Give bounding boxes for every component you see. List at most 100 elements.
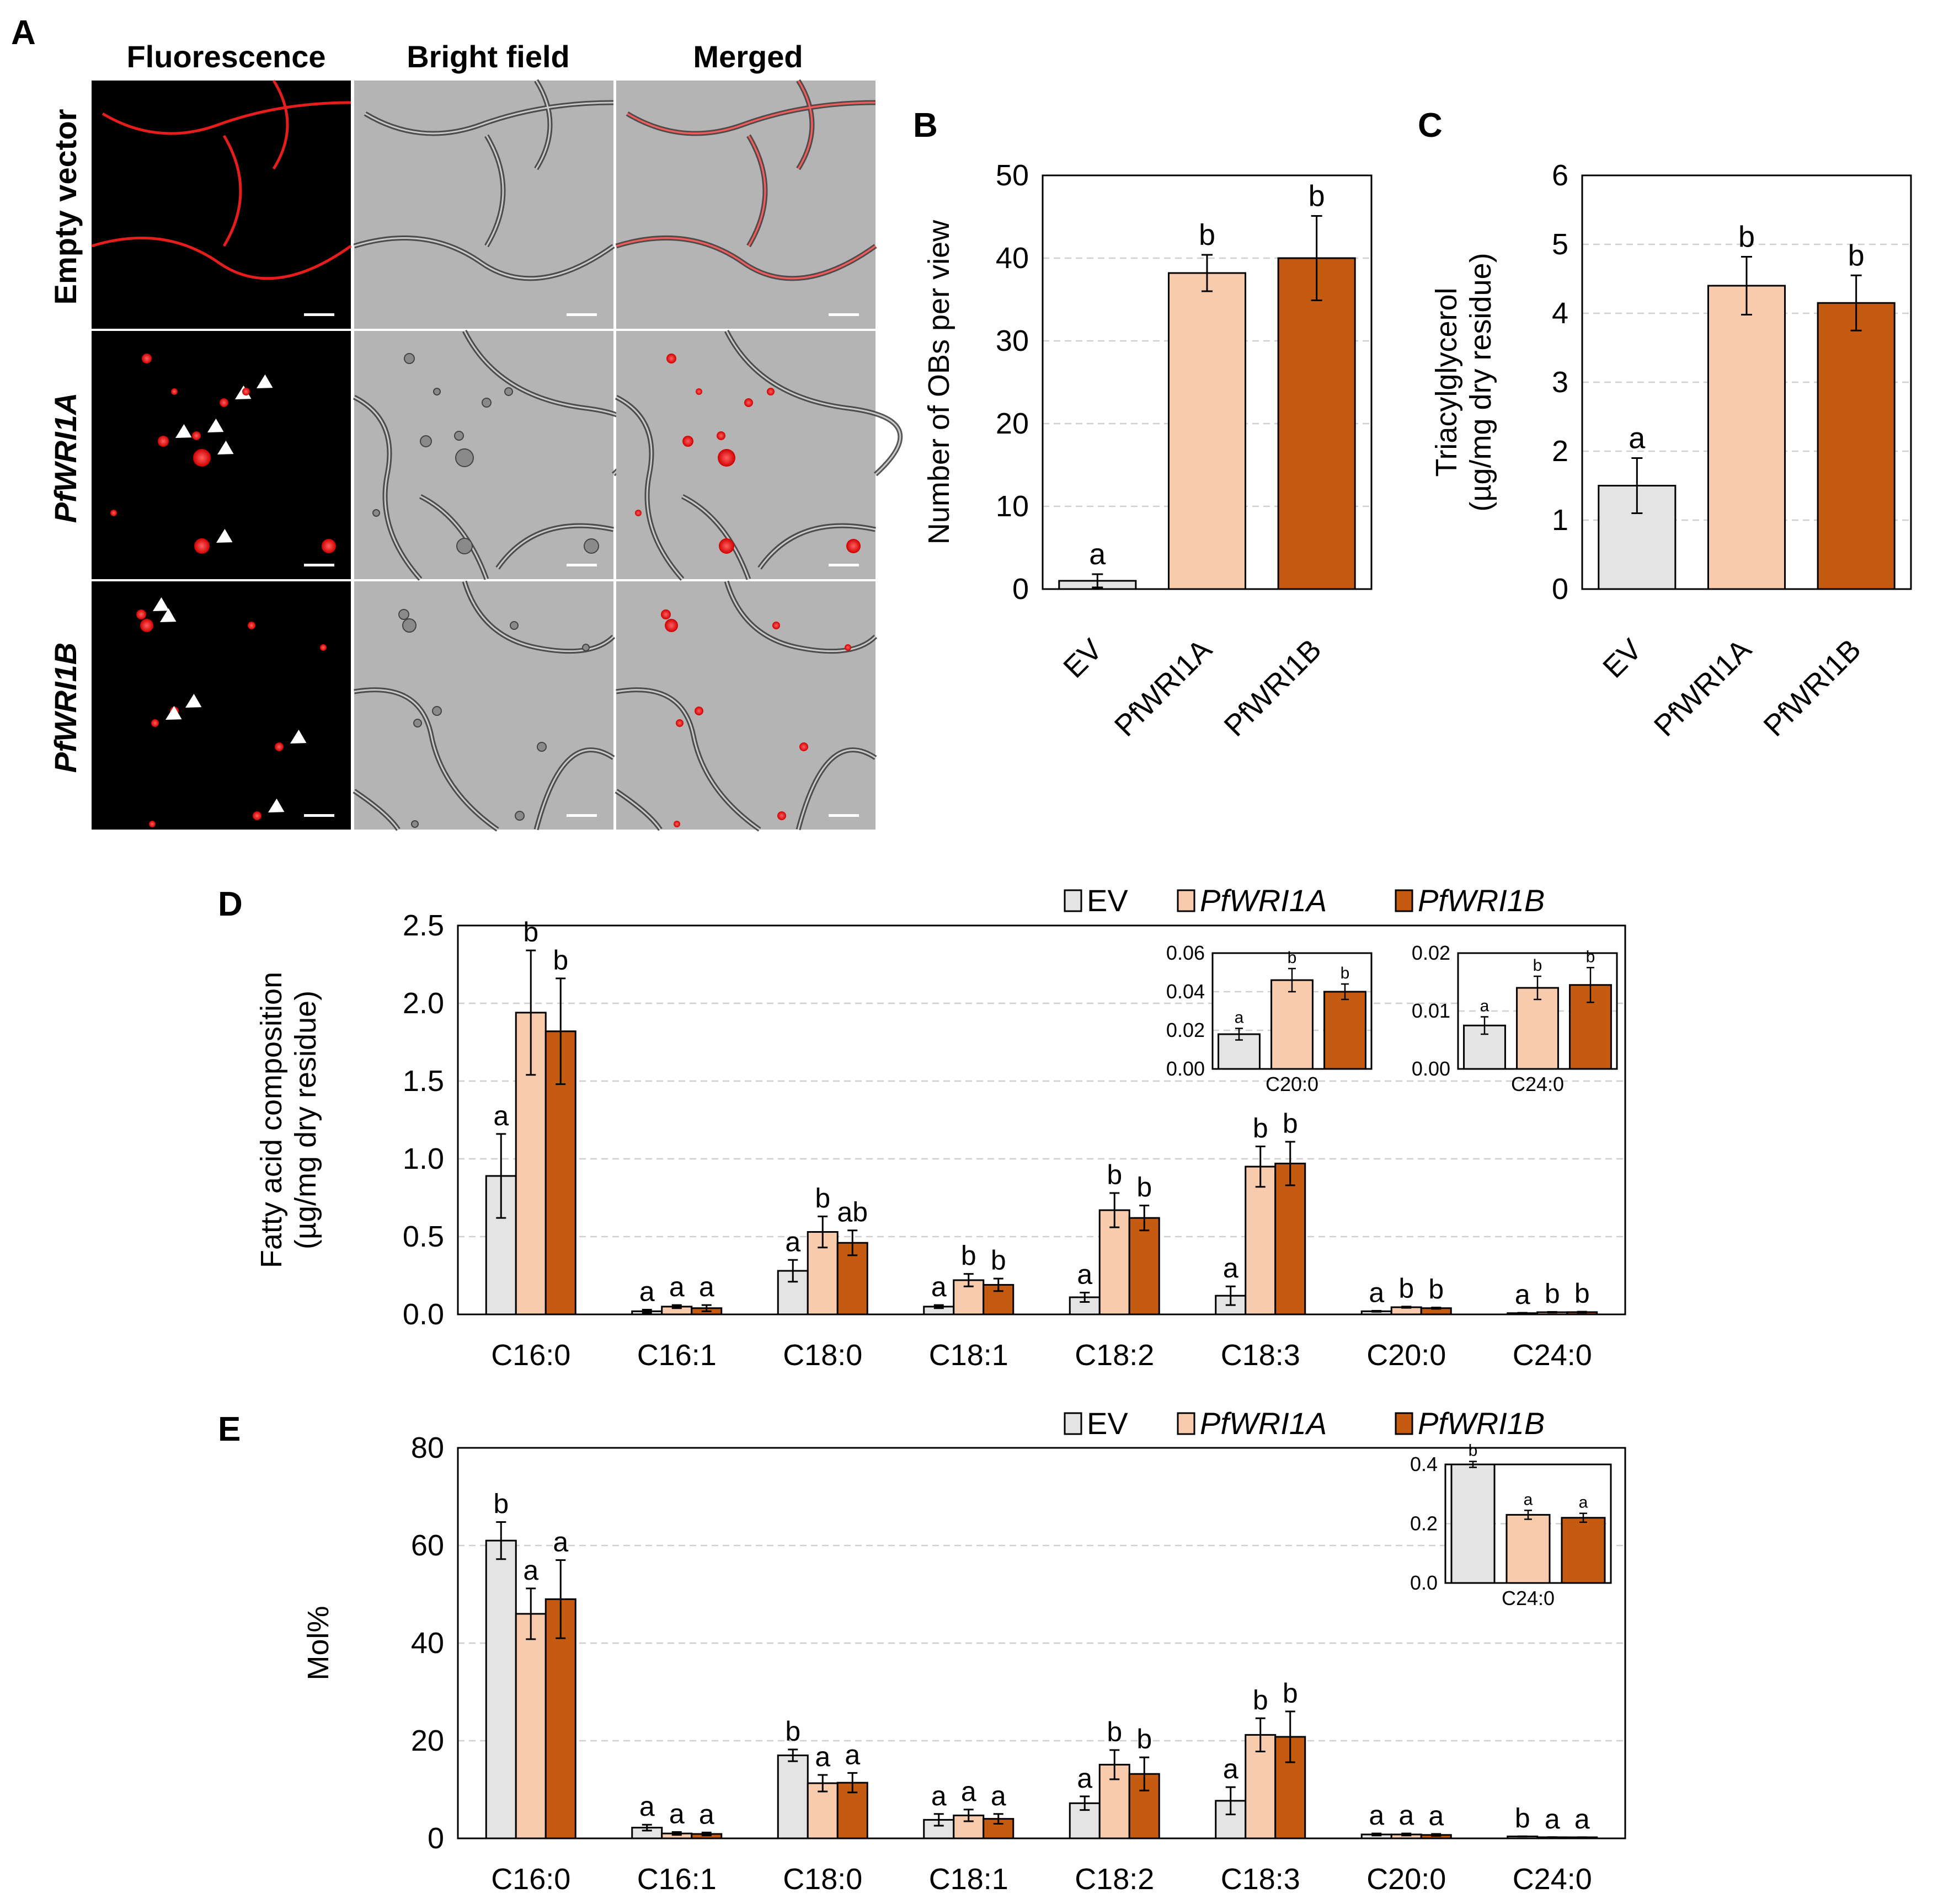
bar-pfwri1a [1245,1165,1277,1315]
arrowhead-icon [257,374,273,388]
legend-swatch [1064,889,1082,912]
y-axis-label: Triacylglycerol [1430,287,1463,477]
inset-significance-letter: b [1533,956,1542,975]
oil-body-signal [695,707,703,715]
panel-label-e: E [218,1410,241,1448]
significance-letter: a [931,1780,947,1811]
significance-letter: a [553,1527,568,1558]
inset-y-tick-label: 0.02 [1166,1019,1205,1041]
x-tick-label: C18:0 [783,1863,862,1896]
legend-label: PfWRI1B [1418,883,1545,918]
micrograph-background [616,331,875,579]
significance-letter: a [1545,1804,1560,1835]
significance-letter: b [1107,1716,1122,1747]
significance-letter: a [669,1271,685,1302]
significance-letter: b [1283,1678,1298,1709]
significance-letter: a [1223,1753,1238,1784]
significance-letter: b [493,1489,509,1520]
significance-letter: a [1223,1253,1238,1283]
panel-label-d: D [218,885,243,923]
significance-letter: b [1253,1684,1268,1715]
arrowhead-icon [268,798,285,812]
x-tick-label: C16:0 [491,1339,570,1372]
x-tick-label: C18:1 [929,1863,1008,1896]
significance-letter: a [699,1799,714,1830]
x-tick-label: C16:1 [637,1863,717,1896]
y-tick-label: 40 [411,1627,444,1660]
significance-letter: b [1545,1278,1560,1309]
cell-wall-highlight [616,330,901,580]
bar-pfwri1b [1817,302,1896,590]
oil-body-signal [194,538,210,554]
bar-pfwri1b [1274,1162,1306,1315]
inset-significance-letter: a [1235,1009,1244,1027]
micrograph-column-fluorescence: Fluorescence [126,39,325,74]
micrograph-row-pfwri1a: PfWRI1A [48,393,83,523]
y-axis-label: Fatty acid composition [255,972,288,1268]
oil-body-signal [320,644,327,651]
significance-letter: b [553,945,568,976]
oil-body-signal [845,644,851,651]
bar-pfwri1b [1277,257,1356,590]
significance-letter: b [1199,218,1215,252]
oil-body-signal [253,811,261,820]
plot-frame [1581,174,1912,590]
significance-letter: b [523,917,538,948]
micrograph-background [354,331,613,579]
panel-label-c: C [1418,106,1443,145]
oil-body-signal [665,619,678,632]
y-tick-label: 6 [1552,159,1568,192]
oil-body-signal [676,719,684,727]
arrowhead-icon [290,729,307,744]
panel-label-b: B [913,106,938,145]
inset-x-label: C24:0 [1502,1587,1555,1609]
significance-letter: b [1253,1113,1268,1143]
significance-letter: b [815,1183,830,1213]
panel-label-a: A [11,14,36,52]
oil-body [372,509,380,517]
inset-significance-letter: a [1524,1490,1533,1509]
inset-y-tick-label: 0.02 [1412,942,1450,964]
oil-body-signal [718,449,735,467]
oil-body [584,538,599,554]
x-tick-label: C24:0 [1513,1863,1592,1896]
legend-swatch [1064,1412,1082,1435]
y-tick-label: 20 [996,407,1029,440]
significance-letter: a [1089,538,1106,571]
scale-bar [304,313,334,316]
micrograph-background [92,81,351,329]
micrograph-column-bright-field: Bright field [407,39,570,74]
oil-body-signal [149,821,156,827]
significance-letter: b [1428,1274,1444,1305]
inset-significance-letter: b [1288,949,1297,967]
y-tick-label: 60 [411,1529,444,1562]
oil-body-signal [142,354,152,363]
inset-y-tick-label: 0.00 [1166,1057,1205,1080]
y-tick-label: 0 [428,1822,444,1855]
significance-letter: a [1515,1279,1530,1310]
significance-letter: a [1398,1800,1414,1831]
oil-body-signal [719,538,734,554]
micrograph-background [354,581,613,830]
scale-bar [829,564,859,566]
inset-y-tick-label: 0.06 [1166,942,1205,964]
oil-body-signal [767,388,775,395]
oil-body [515,811,525,821]
inset-bar-ev [1450,1463,1496,1584]
legend-label: PfWRI1A [1200,1406,1327,1441]
oil-body [432,706,442,716]
inset-bar-pfwri1a [1270,979,1314,1070]
y-tick-label: 0 [1552,573,1568,606]
oil-body [402,618,417,633]
oil-body [413,719,422,728]
y-tick-label: 1 [1552,504,1568,537]
oil-body-signal [674,821,680,827]
significance-letter: a [785,1226,800,1257]
inset-x-label: C24:0 [1511,1073,1564,1095]
oil-body-signal [171,388,178,395]
significance-letter: b [1398,1273,1414,1304]
legend-swatch [1395,889,1413,912]
oil-body-signal [846,539,861,553]
bar-ev [485,1539,517,1839]
